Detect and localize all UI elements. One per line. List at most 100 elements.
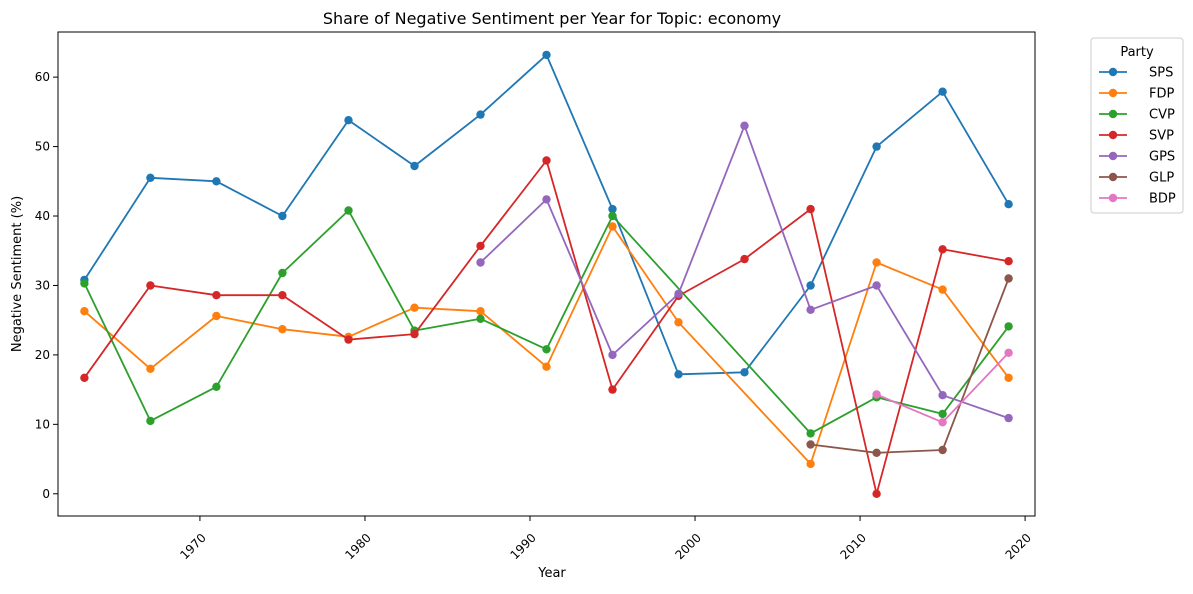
legend-item-fdp: FDP (1099, 87, 1174, 102)
data-point-fdp (410, 303, 419, 312)
y-tick-label: 50 (35, 140, 50, 154)
data-point-sps (410, 161, 419, 171)
data-point-sps (806, 281, 815, 290)
data-point-svp (806, 204, 815, 214)
data-point-fdp (872, 258, 881, 267)
legend-item-glp: GLP (1099, 171, 1174, 186)
data-point-cvp (938, 409, 947, 419)
data-point-fdp (938, 285, 947, 294)
data-point-sps (542, 50, 551, 60)
legend-item-cvp: CVP (1099, 108, 1175, 123)
data-point-glp (1004, 274, 1013, 283)
data-point-sps (674, 370, 683, 379)
x-tick-label: 1970 (177, 531, 208, 562)
data-point-glp (872, 448, 881, 457)
legend-swatch-marker (1108, 67, 1118, 77)
data-point-sps (608, 204, 617, 214)
series-glp (806, 274, 1013, 457)
y-tick-label: 10 (35, 417, 50, 431)
x-axis: 1970 1980 1990 2000 2010 2020 (177, 516, 1034, 562)
legend-item-gps: GPS (1099, 150, 1175, 165)
data-point-sps (938, 87, 947, 96)
data-point-gps (476, 258, 485, 267)
data-point-cvp (542, 345, 551, 354)
legend-item-svp: SVP (1099, 129, 1174, 144)
data-point-fdp (674, 318, 683, 327)
series-line-fdp (83, 225, 1010, 465)
x-axis-label: Year (537, 566, 566, 581)
legend-swatch-marker (1108, 130, 1118, 140)
series-svp (80, 156, 1013, 498)
data-point-cvp (344, 206, 353, 215)
x-tick-label: 2000 (672, 531, 703, 562)
x-tick-label: 2010 (838, 531, 869, 562)
legend-label: SVP (1149, 129, 1174, 144)
data-point-cvp (476, 314, 485, 323)
series-line-glp (810, 278, 1010, 454)
data-point-cvp (212, 382, 221, 391)
data-point-gps (542, 195, 551, 204)
x-tick-label: 1980 (342, 531, 373, 562)
data-point-sps (146, 173, 155, 182)
data-point-fdp (212, 311, 221, 321)
data-point-sps (278, 211, 287, 221)
series-line-cvp (83, 209, 1010, 435)
data-point-svp (146, 281, 155, 290)
data-point-fdp (80, 307, 89, 316)
data-point-fdp (476, 307, 485, 316)
legend-swatch-marker (1108, 151, 1118, 161)
x-tick-label: 1990 (507, 531, 538, 562)
y-tick-label: 20 (35, 348, 50, 362)
data-point-svp (410, 329, 419, 339)
data-point-gps (938, 391, 947, 400)
data-point-gps (674, 289, 683, 298)
x-tick-label: 2020 (1003, 531, 1034, 562)
data-point-cvp (80, 279, 89, 288)
legend-swatch-marker (1108, 193, 1118, 203)
data-point-sps (1004, 200, 1013, 209)
y-tick-label: 0 (42, 487, 50, 501)
legend-label: GPS (1149, 150, 1175, 165)
series-fdp (80, 222, 1013, 469)
y-tick-label: 40 (35, 209, 50, 223)
legend-frame (1090, 37, 1184, 214)
data-point-bdp (872, 390, 881, 399)
data-point-glp (806, 440, 815, 449)
data-point-svp (1004, 257, 1013, 266)
data-point-fdp (542, 362, 551, 371)
series-line-sps (83, 54, 1010, 376)
data-point-sps (476, 110, 485, 119)
data-point-svp (344, 335, 353, 344)
legend-title: Party (1120, 45, 1154, 60)
data-point-glp (938, 445, 947, 455)
legend-item-sps: SPS (1099, 66, 1173, 81)
data-point-svp (740, 254, 749, 264)
legend-label: FDP (1149, 87, 1174, 102)
data-point-sps (212, 177, 221, 186)
data-point-gps (806, 305, 815, 314)
data-point-fdp (278, 325, 287, 334)
y-axis-label: Negative Sentiment (%) (10, 196, 25, 352)
data-point-gps (872, 281, 881, 290)
legend: Party SPS FDP CVP SVP GPS GLP BDP (1090, 37, 1184, 214)
data-point-sps (740, 368, 749, 377)
chart-title: Share of Negative Sentiment per Year for… (323, 9, 781, 28)
data-point-sps (344, 116, 353, 125)
data-point-svp (872, 489, 881, 498)
legend-label: BDP (1149, 192, 1176, 207)
data-point-cvp (608, 211, 617, 221)
data-point-fdp (146, 364, 155, 373)
data-point-svp (476, 241, 485, 251)
data-point-gps (608, 350, 617, 360)
data-point-bdp (1004, 348, 1013, 357)
series-cvp (80, 206, 1013, 438)
data-point-cvp (278, 268, 287, 278)
legend-label: CVP (1149, 108, 1175, 123)
series-layer (80, 50, 1013, 498)
legend-label: GLP (1149, 171, 1174, 186)
series-gps (476, 121, 1013, 423)
series-line-svp (83, 159, 1009, 495)
data-point-fdp (1004, 373, 1013, 382)
data-point-cvp (1004, 322, 1013, 331)
